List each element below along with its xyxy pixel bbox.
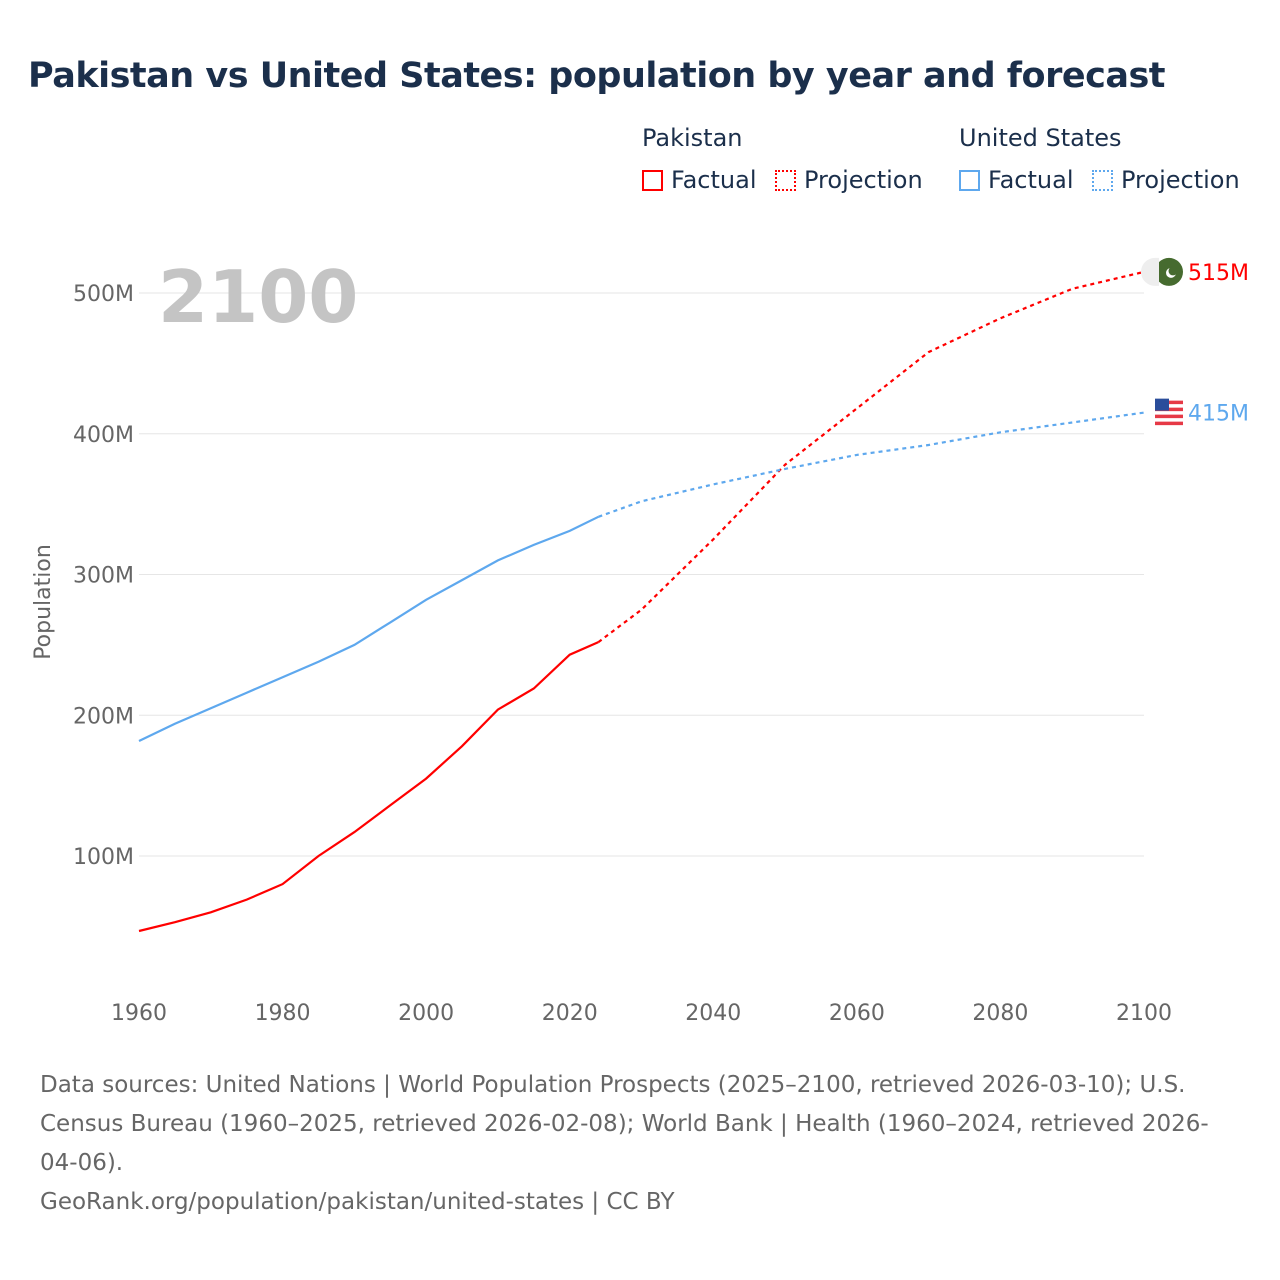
legend-us-factual[interactable]: Factual: [959, 166, 1074, 194]
y-tick-label: 300M: [73, 564, 134, 589]
us-factual-line: [138, 515, 599, 742]
y-tick-label: 200M: [73, 704, 134, 729]
line-chart: 100M 200M 300M 400M 500M 1960 1980 2000 2020 2040…: [31, 255, 1249, 1026]
x-tick-label: 2100: [1116, 1001, 1172, 1026]
legend-label: Projection: [1121, 166, 1240, 194]
legend-swatch: [959, 169, 980, 191]
us-flag-icon: [1155, 398, 1183, 427]
pakistan-projection-line: [597, 270, 1145, 643]
legend-pakistan-projection[interactable]: Projection: [775, 166, 923, 194]
x-tick-label: 2040: [685, 1001, 741, 1026]
us-end-label: 415M: [1188, 402, 1249, 427]
y-tick-label: 400M: [73, 423, 134, 448]
y-axis-label: Population: [31, 544, 56, 660]
legend-group-us: United States: [959, 124, 1122, 152]
legend-us-projection[interactable]: Projection: [1092, 166, 1240, 194]
legend-swatch: [642, 169, 663, 191]
legend-label: Factual: [988, 166, 1074, 194]
credit-link[interactable]: GeoRank.org/population/pakistan/united-s…: [40, 1189, 675, 1215]
x-tick-label: 2060: [829, 1001, 885, 1026]
x-tick-label: 2020: [542, 1001, 598, 1026]
us-projection-line: [598, 411, 1145, 518]
x-tick-label: 1980: [255, 1001, 311, 1026]
pakistan-factual-line: [138, 641, 599, 933]
x-tick-label: 2000: [398, 1001, 454, 1026]
data-sources: Data sources: United Nations | World Pop…: [40, 1072, 1209, 1176]
y-tick-label: 500M: [73, 282, 134, 307]
x-tick-label: 2080: [972, 1001, 1028, 1026]
legend-label: Projection: [804, 166, 923, 194]
footer: Data sources: United Nations | World Pop…: [40, 1066, 1240, 1222]
legend-group-pakistan: Pakistan: [642, 124, 743, 152]
legend-label: Factual: [671, 166, 757, 194]
pakistan-end-label: 515M: [1188, 261, 1249, 286]
legend-pakistan-factual[interactable]: Factual: [642, 166, 757, 194]
x-tick-label: 1960: [111, 1001, 167, 1026]
y-tick-label: 100M: [73, 845, 134, 870]
legend-swatch: [1092, 169, 1113, 191]
legend-swatch: [775, 169, 796, 191]
pakistan-flag-icon: [1141, 257, 1183, 286]
year-label: 2100: [158, 255, 358, 339]
chart-title: Pakistan vs United States: population by…: [28, 56, 1166, 96]
